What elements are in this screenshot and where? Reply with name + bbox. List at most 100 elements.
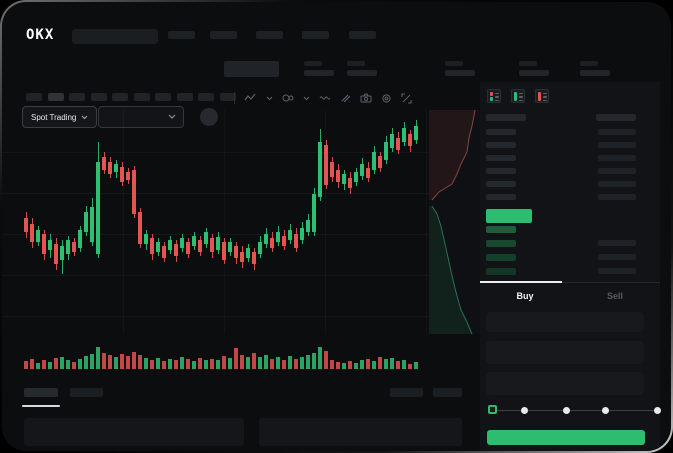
candle-body	[354, 172, 358, 182]
volume-bar	[414, 362, 418, 369]
price-field[interactable]	[486, 312, 644, 332]
timeframe-button[interactable]	[26, 93, 42, 101]
volume-bar	[408, 364, 412, 369]
candle-body	[390, 134, 394, 148]
timeframe-button[interactable]	[69, 93, 85, 101]
buy-submit-button[interactable]	[487, 430, 645, 445]
candlestick-chart[interactable]	[2, 110, 480, 334]
nav-item-placeholder[interactable]	[168, 31, 195, 39]
candle-body	[84, 212, 88, 232]
nav-item-placeholder[interactable]	[210, 31, 237, 39]
candle-body	[120, 167, 124, 182]
stat-label-placeholder	[445, 61, 463, 66]
volume-bar	[162, 361, 166, 369]
volume-bar	[366, 359, 370, 369]
last-price-badge[interactable]	[486, 209, 532, 223]
ask-price-placeholder	[486, 181, 516, 187]
bottom-tab-history[interactable]	[70, 388, 103, 397]
slider-stop[interactable]	[602, 407, 609, 414]
candle-body	[54, 244, 58, 264]
volume-bar	[36, 363, 40, 369]
candle-body	[414, 126, 418, 140]
total-field[interactable]	[486, 372, 644, 395]
indicators-icon[interactable]	[282, 93, 294, 103]
volume-bar	[234, 348, 238, 369]
timeframe-button[interactable]	[47, 93, 64, 101]
bid-price-placeholder	[486, 254, 516, 261]
amount-field[interactable]	[486, 341, 644, 364]
chart-tool-icons	[234, 88, 412, 108]
okx-logo[interactable]: OKX	[26, 27, 55, 43]
buy-sell-tabs: Buy Sell	[480, 285, 660, 307]
compare-wave-icon[interactable]	[319, 94, 331, 102]
candle-body	[66, 240, 70, 254]
candle-body	[138, 212, 142, 244]
timeframe-button[interactable]	[155, 93, 171, 101]
market-bar: Spot Trading	[2, 50, 671, 128]
bottom-link-2[interactable]	[433, 388, 462, 397]
gridline-h	[2, 234, 480, 235]
candle-body	[174, 244, 178, 256]
bottom-tab-orders[interactable]	[24, 388, 58, 397]
candle-body	[204, 232, 208, 244]
book-buy-only-icon[interactable]	[511, 89, 525, 103]
timeframe-button[interactable]	[112, 93, 128, 101]
bid-amount-placeholder	[598, 240, 636, 246]
pair-dropdown[interactable]	[98, 106, 184, 128]
timeframe-button[interactable]	[133, 93, 150, 101]
slider-stop[interactable]	[488, 405, 497, 414]
ob-header-left	[486, 114, 526, 121]
chart-type-icon[interactable]	[244, 93, 257, 103]
drawing-tools-icon[interactable]	[340, 93, 351, 103]
volume-bar	[78, 359, 82, 369]
ask-price-placeholder	[486, 194, 516, 200]
slider-stop[interactable]	[563, 407, 570, 414]
candle-body	[234, 246, 238, 258]
bid-price-placeholder	[486, 226, 516, 233]
tabs-divider	[480, 282, 660, 283]
tab-buy[interactable]: Buy	[516, 291, 534, 301]
candle-body	[348, 178, 352, 188]
chevron-down-icon[interactable]	[266, 96, 273, 101]
stat-label-placeholder	[347, 61, 365, 66]
candle-body	[78, 230, 82, 248]
timeframe-button[interactable]	[198, 93, 214, 101]
bottom-link-1[interactable]	[390, 388, 423, 397]
candle-body	[360, 164, 364, 176]
book-combined-icon[interactable]	[487, 89, 501, 103]
volume-bar	[354, 363, 358, 369]
candle-body	[198, 240, 202, 252]
chevron-down-icon[interactable]	[303, 96, 310, 101]
nav-item-placeholder[interactable]	[302, 31, 329, 39]
slider-stop[interactable]	[521, 407, 528, 414]
volume-bar	[390, 358, 394, 369]
amount-slider[interactable]	[480, 405, 661, 420]
candle-body	[330, 162, 334, 177]
candle-body	[126, 172, 130, 180]
market-type-selector[interactable]: Spot Trading	[22, 106, 98, 128]
tab-sell[interactable]: Sell	[606, 291, 623, 301]
volume-bar	[270, 359, 274, 369]
volume-bar	[300, 357, 304, 369]
volume-bar	[342, 363, 346, 369]
timeframe-button[interactable]	[176, 93, 193, 101]
timeframe-button[interactable]	[90, 93, 107, 101]
nav-item-placeholder[interactable]	[256, 31, 283, 39]
candle-body	[216, 237, 220, 250]
volume-bar	[276, 357, 280, 369]
nav-item-placeholder[interactable]	[349, 31, 376, 39]
search-input[interactable]	[72, 29, 158, 44]
settings-gear-icon[interactable]	[381, 93, 392, 104]
candle-body	[108, 162, 112, 174]
volume-bar	[198, 358, 202, 369]
volume-bar	[402, 360, 406, 369]
volume-bar	[360, 360, 364, 369]
candle-body	[372, 152, 376, 170]
slider-track	[491, 410, 657, 411]
timeframe-button[interactable]	[219, 93, 236, 101]
book-sell-only-icon[interactable]	[535, 89, 549, 103]
slider-stop[interactable]	[654, 407, 661, 414]
candle-body	[294, 234, 298, 248]
camera-icon[interactable]	[360, 93, 372, 103]
fullscreen-icon[interactable]	[401, 92, 412, 104]
